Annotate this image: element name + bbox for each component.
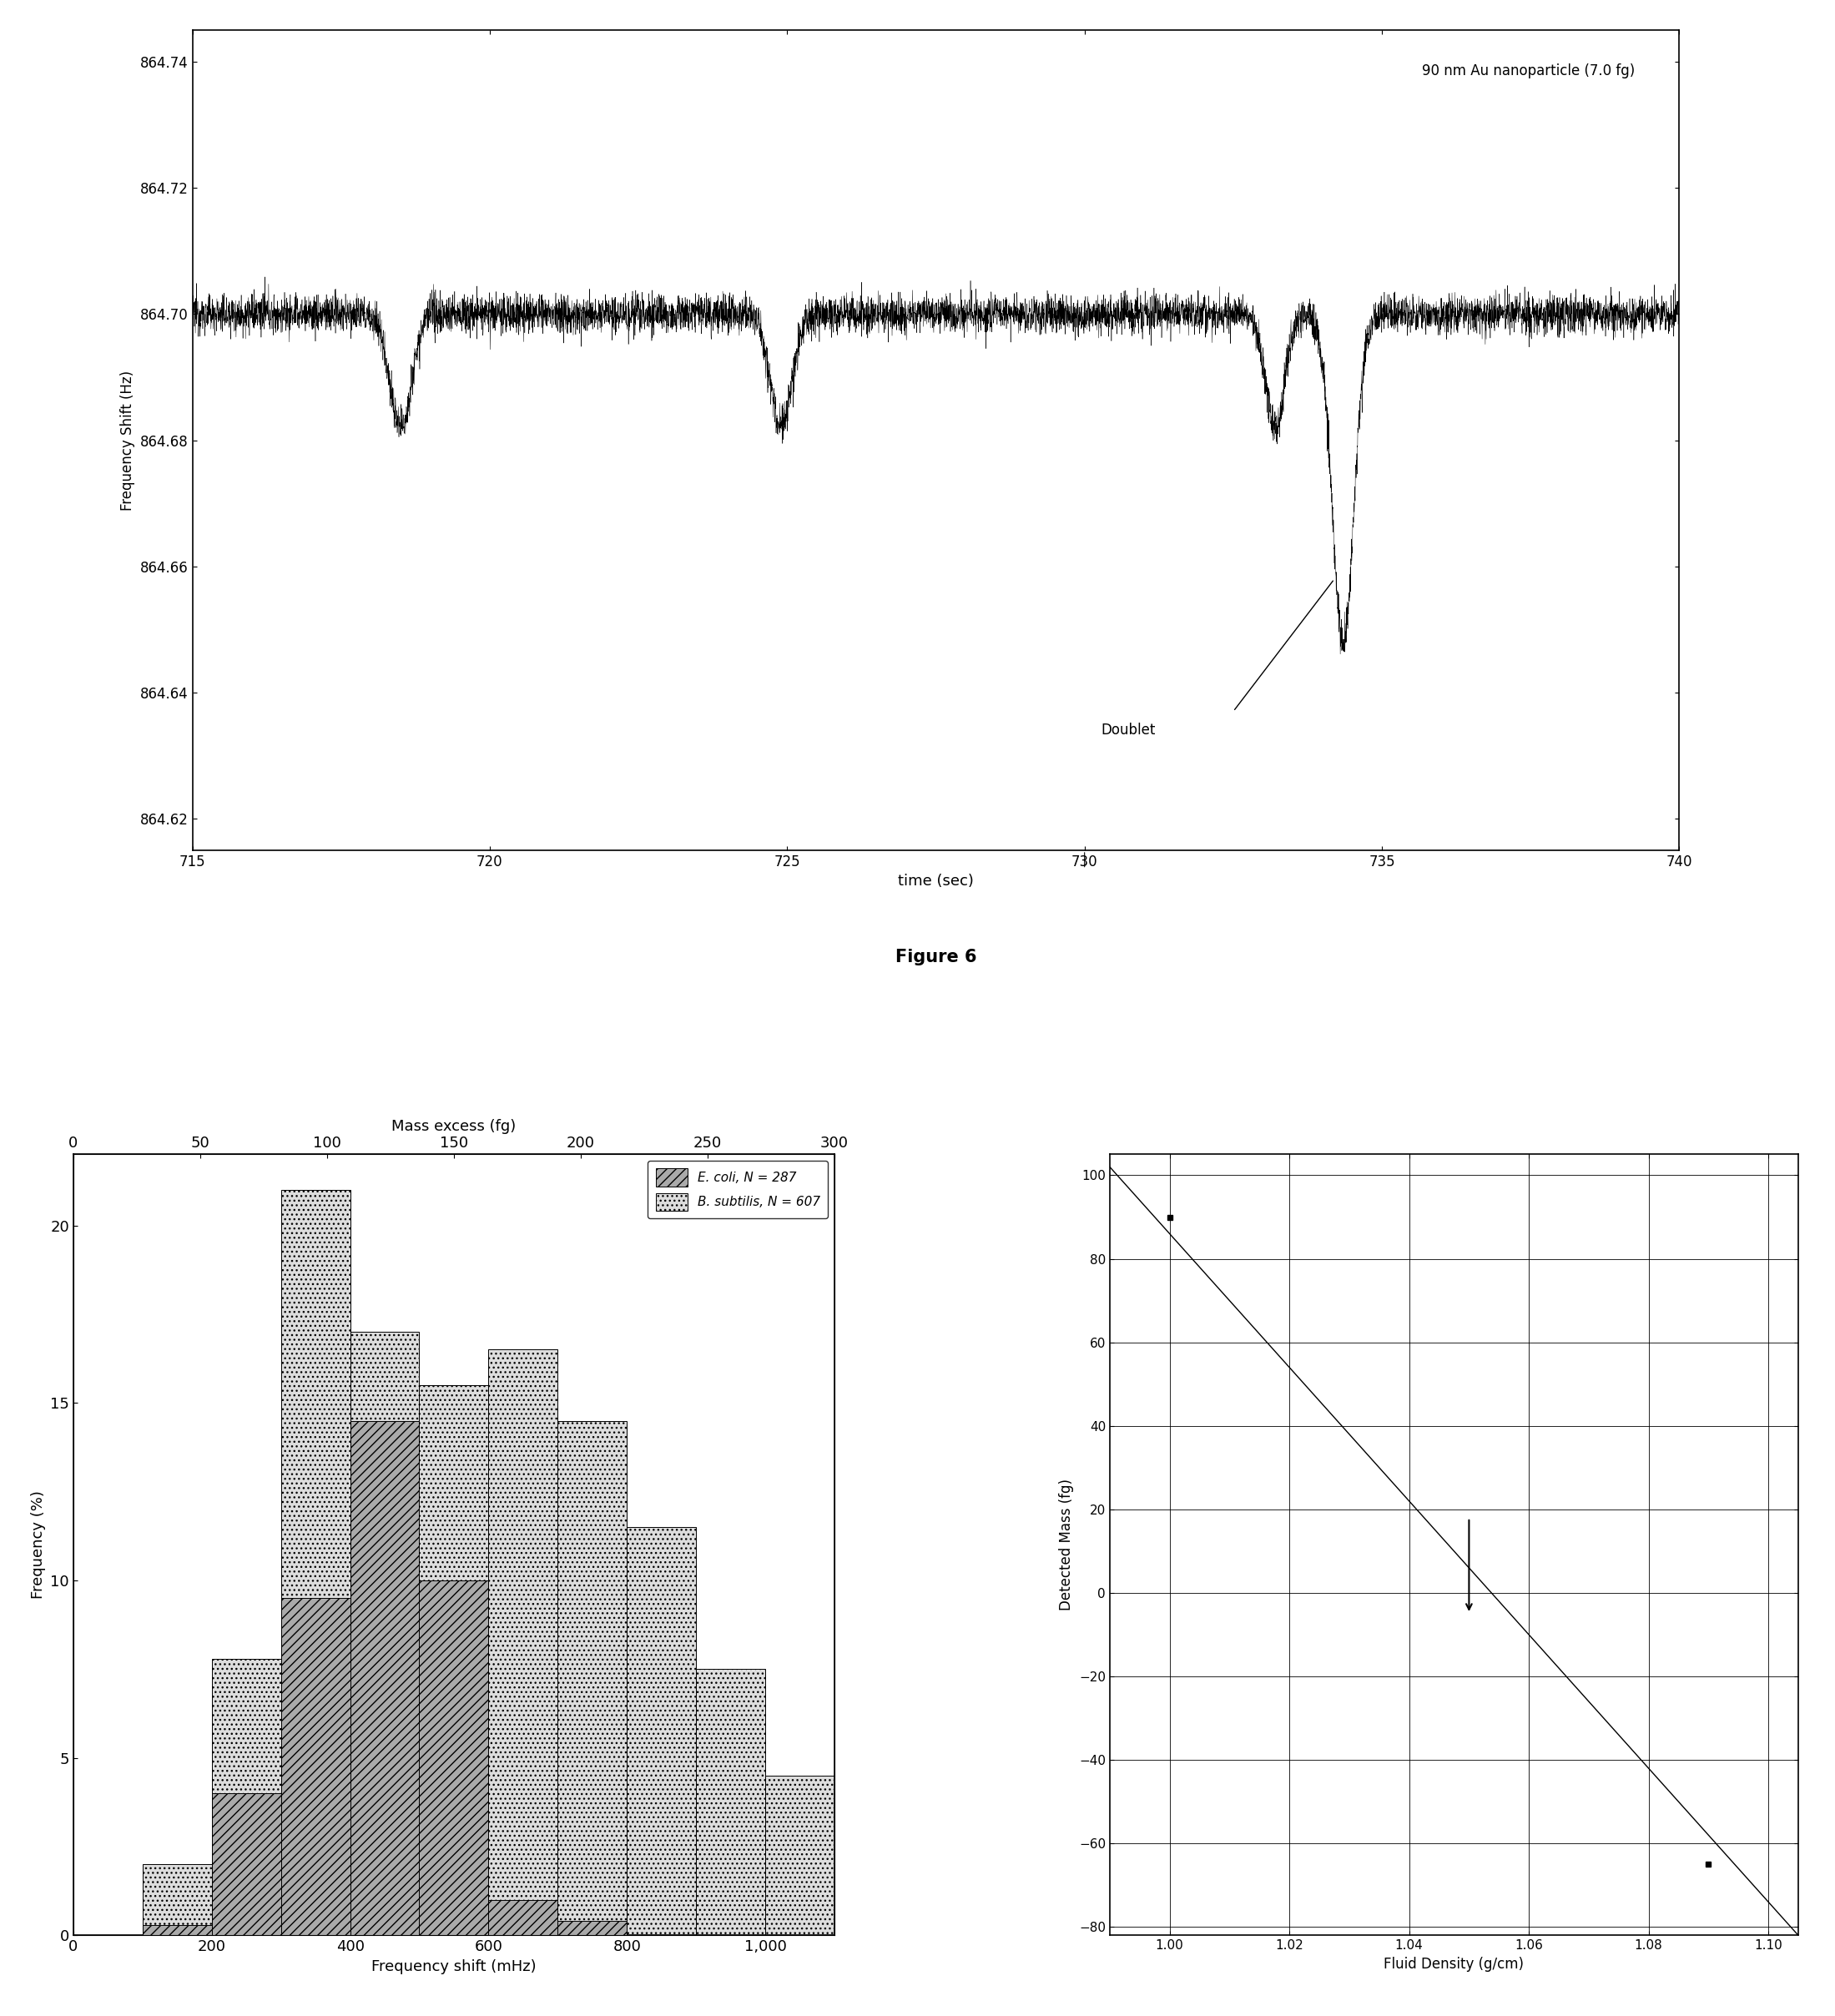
Bar	[211, 1794, 281, 1935]
Bar	[420, 1581, 488, 1935]
Bar	[281, 1599, 350, 1935]
Y-axis label: Detected Mass (fg): Detected Mass (fg)	[1059, 1480, 1073, 1611]
Bar	[143, 1925, 211, 1935]
Y-axis label: Frequency Shift (Hz): Frequency Shift (Hz)	[121, 371, 136, 510]
Bar	[143, 1865, 211, 1935]
Bar	[835, 1829, 903, 1935]
Text: Doublet: Doublet	[1101, 724, 1156, 738]
Bar	[1042, 1925, 1112, 1935]
Bar	[281, 1189, 350, 1935]
Text: Figure 6: Figure 6	[895, 950, 976, 966]
X-axis label: Frequency shift (mHz): Frequency shift (mHz)	[371, 1960, 536, 1974]
X-axis label: Fluid Density (g/cm): Fluid Density (g/cm)	[1384, 1958, 1525, 1972]
Text: 90 nm Au nanoparticle (7.0 fg): 90 nm Au nanoparticle (7.0 fg)	[1422, 62, 1635, 79]
X-axis label: Mass excess (fg): Mass excess (fg)	[391, 1119, 516, 1135]
Bar	[558, 1921, 628, 1935]
Bar	[558, 1421, 628, 1935]
Bar	[765, 1776, 835, 1935]
X-axis label: time (sec): time (sec)	[897, 875, 974, 889]
Bar	[211, 1659, 281, 1935]
Bar	[973, 1899, 1042, 1935]
Legend: E. coli, N = 287, B. subtilis, N = 607: E. coli, N = 287, B. subtilis, N = 607	[648, 1161, 828, 1218]
Bar	[420, 1385, 488, 1935]
Bar	[350, 1421, 420, 1935]
Bar	[488, 1899, 558, 1935]
Y-axis label: Frequency (%): Frequency (%)	[31, 1490, 46, 1599]
Bar	[695, 1669, 765, 1935]
Bar	[488, 1349, 558, 1935]
Bar	[350, 1333, 420, 1935]
Bar	[903, 1847, 973, 1935]
Bar	[628, 1528, 695, 1935]
